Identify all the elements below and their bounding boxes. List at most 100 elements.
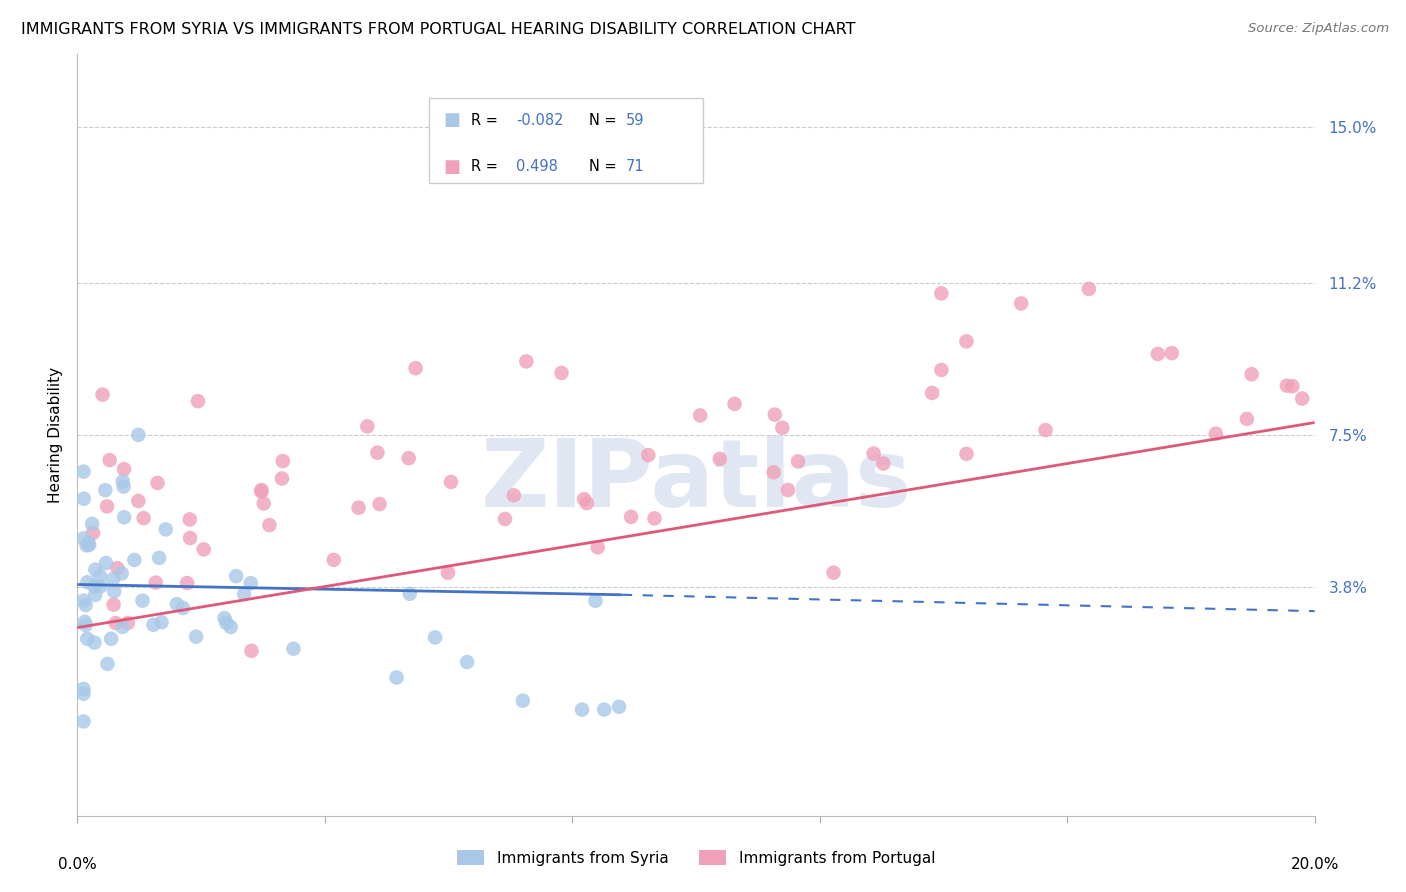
Point <box>148 550 170 565</box>
Point <box>187 394 209 409</box>
Point <box>91 387 114 401</box>
Point <box>76 632 98 646</box>
Point <box>1205 426 1227 441</box>
Point <box>593 702 616 716</box>
Point <box>82 525 104 540</box>
Point <box>931 363 953 377</box>
Point <box>193 542 215 557</box>
Point <box>368 497 391 511</box>
Point <box>437 566 460 580</box>
Point <box>131 593 153 607</box>
Point <box>689 409 711 423</box>
Point <box>104 616 127 631</box>
Point <box>73 615 96 629</box>
Point <box>1236 412 1258 426</box>
Point <box>146 475 169 490</box>
Text: -0.082: -0.082 <box>516 113 564 128</box>
Point <box>124 553 146 567</box>
Point <box>179 512 201 526</box>
Point <box>955 447 977 461</box>
Point <box>571 702 593 716</box>
Point <box>502 488 524 502</box>
Point <box>84 588 107 602</box>
Point <box>398 451 420 466</box>
Point <box>1275 378 1298 392</box>
Point <box>219 620 242 634</box>
Point <box>762 465 785 479</box>
Point <box>89 569 111 583</box>
Point <box>233 587 256 601</box>
Point <box>75 598 97 612</box>
Point <box>72 465 94 479</box>
Point <box>72 593 94 607</box>
Point <box>398 587 420 601</box>
Point <box>111 475 134 489</box>
Point <box>322 553 344 567</box>
Point <box>72 714 94 729</box>
Point <box>385 671 408 685</box>
Point <box>150 615 173 630</box>
Point <box>72 532 94 546</box>
Text: ■: ■ <box>443 112 460 129</box>
Point <box>172 601 194 615</box>
Text: R =: R = <box>471 113 498 128</box>
Point <box>271 454 294 468</box>
Point <box>515 354 537 368</box>
Point <box>709 451 731 466</box>
Point <box>787 454 810 468</box>
Point <box>72 681 94 696</box>
Point <box>921 386 943 401</box>
Point <box>98 453 121 467</box>
Point <box>112 510 135 524</box>
Point <box>250 484 273 499</box>
Point <box>607 699 630 714</box>
Point <box>723 397 745 411</box>
Point <box>145 575 167 590</box>
Point <box>176 576 198 591</box>
Point <box>83 635 105 649</box>
Point <box>127 494 149 508</box>
Point <box>90 579 112 593</box>
Point <box>94 556 117 570</box>
Point <box>347 500 370 515</box>
Point <box>776 483 799 497</box>
Point <box>586 541 609 555</box>
Point <box>166 597 188 611</box>
Point <box>1146 347 1168 361</box>
Point <box>77 538 100 552</box>
Point <box>931 286 953 301</box>
Point <box>239 576 262 591</box>
Text: ZIPatlas: ZIPatlas <box>481 434 911 526</box>
Point <box>225 569 247 583</box>
Point <box>620 509 643 524</box>
Point <box>76 538 98 552</box>
Text: ■: ■ <box>443 158 460 176</box>
Point <box>575 496 598 510</box>
Point <box>111 620 134 634</box>
Point <box>96 500 118 514</box>
Text: Source: ZipAtlas.com: Source: ZipAtlas.com <box>1249 22 1389 36</box>
Point <box>1281 379 1303 393</box>
Point <box>423 631 446 645</box>
Point <box>440 475 463 489</box>
Point <box>572 492 595 507</box>
Point <box>117 615 139 630</box>
Text: N =: N = <box>589 160 617 174</box>
Point <box>271 471 294 485</box>
Point <box>366 445 388 459</box>
Point <box>1077 282 1099 296</box>
Point <box>112 480 135 494</box>
Point <box>1035 423 1057 437</box>
Point <box>142 617 165 632</box>
Point <box>112 462 135 476</box>
Point <box>1240 368 1263 382</box>
Text: R =: R = <box>471 160 498 174</box>
Point <box>872 457 894 471</box>
Point <box>75 618 97 632</box>
Legend: Immigrants from Syria, Immigrants from Portugal: Immigrants from Syria, Immigrants from P… <box>457 850 935 866</box>
Point <box>512 694 534 708</box>
Point <box>73 491 96 506</box>
Point <box>1291 392 1313 406</box>
Point <box>823 566 845 580</box>
Point <box>356 419 378 434</box>
